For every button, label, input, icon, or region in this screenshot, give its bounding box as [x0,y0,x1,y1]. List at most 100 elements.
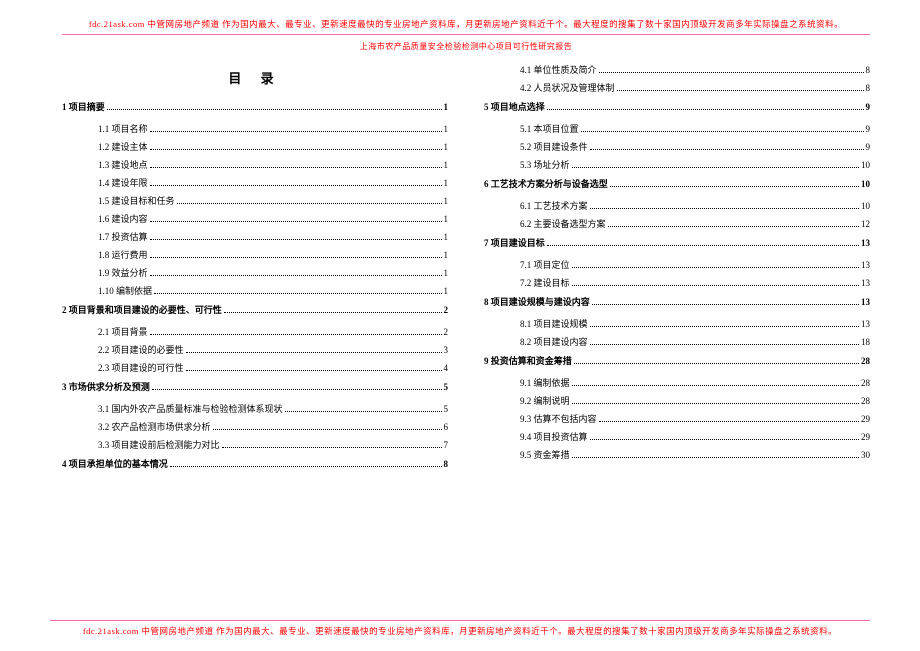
toc-page: 9 [866,143,871,152]
toc-dots [572,265,859,268]
toc-page: 9 [866,103,871,112]
toc-row: 5.1 本项目位置9 [484,125,870,134]
toc-row: 1.6 建设内容1 [62,215,448,224]
toc-dots [617,88,864,91]
toc-dots [186,350,442,353]
toc-page: 9 [866,125,871,134]
toc-row: 2 项目背景和项目建设的必要性、可行性 2 [62,306,448,315]
toc-page: 2 [444,306,449,315]
toc-dots [107,107,442,110]
toc-row: 6 工艺技术方案分析与设备选型 10 [484,180,870,189]
toc-page: 1 [444,269,449,278]
toc-dots [154,291,441,294]
toc-label: 2.2 项目建设的必要性 [98,346,184,355]
toc-row: 2.1 项目背景 2 [62,328,448,337]
toc-page: 8 [444,460,449,469]
toc-label: 2.3 项目建设的可行性 [98,364,184,373]
toc-page: 1 [444,179,449,188]
toc-page: 1 [444,233,449,242]
toc-row: 1 项目摘要1 [62,103,448,112]
toc-page: 28 [861,379,870,388]
toc-label: 1.10 编制依据 [98,287,152,296]
toc-page: 13 [861,261,870,270]
toc-row: 8 项目建设规模与建设内容13 [484,298,870,307]
toc-dots [590,324,859,327]
toc-row: 1.8 运行费用1 [62,251,448,260]
toc-columns: 目 录 1 项目摘要11.1 项目名称11.2 建设主体11.3 建设地点11.… [62,66,870,482]
toc-dots [590,342,859,345]
toc-dots [222,445,442,448]
toc-row: 4 项目承担单位的基本情况8 [62,460,448,469]
toc-dots [150,219,442,222]
toc-page: 28 [861,357,870,366]
toc-row: 5.2 项目建设条件 9 [484,143,870,152]
toc-label: 5 项目地点选择 [484,103,545,112]
toc-label: 7.1 项目定位 [520,261,570,270]
toc-dots [150,273,442,276]
toc-dots [150,129,442,132]
toc-label: 1.7 投资估算 [98,233,148,242]
toc-label: 9.5 资金筹措 [520,451,570,460]
toc-dots [572,401,859,404]
toc-page: 1 [444,103,449,112]
toc-label: 3.2 农产品检测市场供求分析 [98,423,211,432]
toc-dots [574,361,859,364]
toc-row: 1.10 编制依据 1 [62,287,448,296]
toc-page: 2 [444,328,449,337]
toc-dots [572,383,859,386]
toc-label: 1.8 运行费用 [98,251,148,260]
toc-page: 28 [861,397,870,406]
toc-dots [599,419,859,422]
toc-row: 7 项目建设目标13 [484,239,870,248]
toc-row: 3.2 农产品检测市场供求分析 6 [62,423,448,432]
toc-label: 6.1 工艺技术方案 [520,202,588,211]
toc-page: 10 [861,180,870,189]
toc-dots [572,165,859,168]
toc-page: 1 [444,287,449,296]
document-page: fdc.21ask.com 中管网房地产频道 作为国内最大、最专业、更新速度最快… [0,0,920,651]
toc-dots [590,206,859,209]
toc-label: 6 工艺技术方案分析与设备选型 [484,180,608,189]
toc-row: 9.3 估算不包括内容29 [484,415,870,424]
toc-row: 9.1 编制依据 28 [484,379,870,388]
toc-row: 9.2 编制说明28 [484,397,870,406]
toc-dots [150,183,442,186]
toc-label: 2 项目背景和项目建设的必要性、可行性 [62,306,222,315]
toc-dots [186,368,442,371]
toc-label: 1.1 项目名称 [98,125,148,134]
toc-label: 4.2 人员状况及管理体制 [520,84,615,93]
toc-label: 2.1 项目背景 [98,328,148,337]
toc-row: 8.1 项目建设规模13 [484,320,870,329]
toc-row: 1.9 效益分析1 [62,269,448,278]
toc-dots [150,237,442,240]
toc-label: 9.1 编制依据 [520,379,570,388]
toc-row: 7.2 建设目标13 [484,279,870,288]
toc-dots [590,147,864,150]
toc-row: 6.2 主要设备选型方案12 [484,220,870,229]
toc-row: 2.3 项目建设的可行性4 [62,364,448,373]
toc-label: 1.2 建设主体 [98,143,148,152]
toc-row: 8.2 项目建设内容18 [484,338,870,347]
toc-page: 10 [861,161,870,170]
toc-page: 1 [444,143,449,152]
toc-label: 5.2 项目建设条件 [520,143,588,152]
toc-dots [152,387,442,390]
toc-page: 29 [861,433,870,442]
toc-dots [608,224,859,227]
document-subtitle: 上海市农产品质量安全检验检测中心项目可行性研究报告 [62,41,870,52]
toc-page: 30 [861,451,870,460]
toc-dots [590,437,859,440]
toc-dots [150,165,442,168]
toc-page: 6 [444,423,449,432]
toc-label: 8.2 项目建设内容 [520,338,588,347]
toc-dots [599,70,864,73]
toc-label: 7 项目建设目标 [484,239,545,248]
toc-row: 3 市场供求分析及预测5 [62,383,448,392]
toc-label: 5.3 场址分析 [520,161,570,170]
toc-page: 5 [444,405,449,414]
toc-row: 9.4 项目投资估算29 [484,433,870,442]
toc-left-column: 目 录 1 项目摘要11.1 项目名称11.2 建设主体11.3 建设地点11.… [62,66,448,482]
toc-page: 1 [444,161,449,170]
toc-label: 3.3 项目建设前后检测能力对比 [98,441,220,450]
toc-label: 1.3 建设地点 [98,161,148,170]
